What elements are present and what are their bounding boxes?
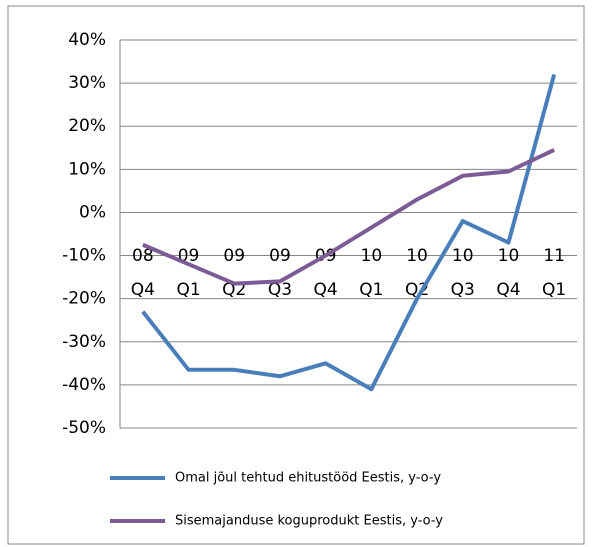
legend-label: Sisemajanduse koguprodukt Eestis, y-o-y: [175, 514, 443, 529]
y-tick-label: -20%: [62, 289, 106, 309]
series-line: [142, 148, 556, 286]
y-tick-label: -30%: [62, 332, 106, 352]
y-tick-label: 20%: [68, 116, 106, 136]
x-tick-label: 08 Q4: [131, 246, 155, 300]
y-tick-label: 30%: [68, 73, 106, 93]
y-tick-label: -40%: [62, 375, 106, 395]
y-tick-label: 0%: [79, 202, 106, 222]
x-tick-label: 10 Q3: [451, 246, 475, 300]
y-tick-label: 40%: [68, 30, 106, 50]
x-tick-label: 10 Q4: [496, 246, 520, 300]
legend-label: Omal jõul tehtud ehitustööd Eestis, y-o-…: [175, 471, 441, 486]
y-tick-label: -10%: [62, 246, 106, 266]
y-tick-label: 10%: [68, 159, 106, 179]
y-tick-label: -50%: [62, 418, 106, 438]
x-tick-label: 10 Q1: [359, 246, 383, 300]
x-tick-label: 09 Q3: [268, 246, 292, 300]
chart-frame: [7, 5, 585, 545]
series-line: [141, 73, 557, 392]
x-tick-label: 11 Q1: [542, 246, 566, 300]
